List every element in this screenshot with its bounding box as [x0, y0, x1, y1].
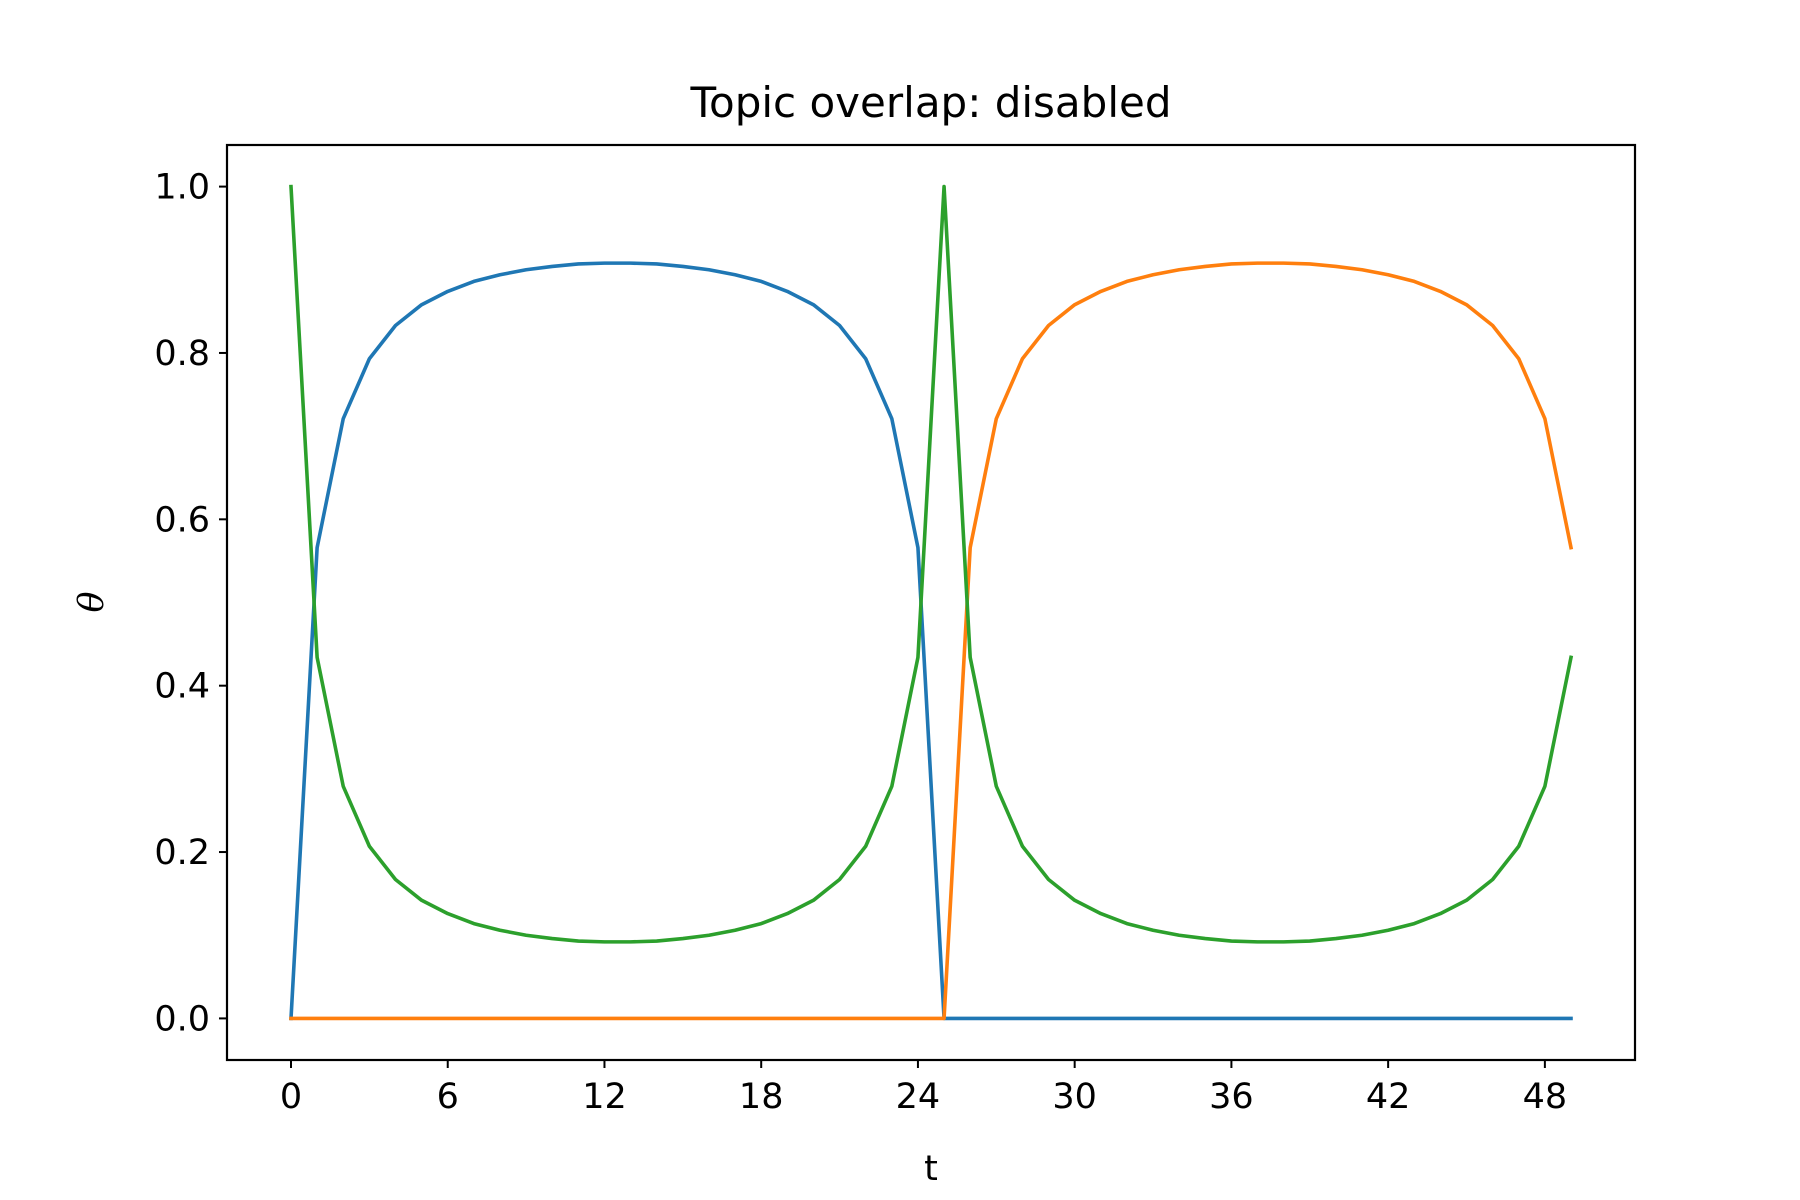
x-tick-label: 0 [280, 1077, 302, 1117]
chart-title: Topic overlap: disabled [690, 78, 1172, 127]
x-tick-label: 6 [437, 1077, 459, 1117]
x-tick-label: 12 [582, 1077, 627, 1117]
series-line-2 [289, 184, 1574, 944]
y-tick-label: 1.0 [154, 168, 210, 208]
x-tick-label: 24 [896, 1077, 941, 1117]
series-line-1 [289, 261, 1574, 1021]
x-tick-label: 18 [739, 1077, 784, 1117]
y-tick-label: 0.2 [154, 833, 210, 873]
x-tick-label: 30 [1052, 1077, 1097, 1117]
y-tick-label: 0.8 [154, 334, 210, 374]
y-tick-label: 0.0 [154, 999, 210, 1039]
series-line-0 [289, 261, 1573, 1021]
x-tick-label: 48 [1523, 1077, 1568, 1117]
x-axis-label: t [924, 1149, 938, 1189]
x-tick-label: 36 [1209, 1077, 1254, 1117]
axes-layer: 0 6 12 18 24 30 36 42 48 0.0 0.2 0.4 0.6 0.8 1.0 [154, 168, 1567, 1117]
y-axis-label: θ [72, 591, 112, 612]
series-layer [289, 184, 1574, 1021]
x-tick-label: 42 [1366, 1077, 1411, 1117]
y-tick-label: 0.6 [154, 500, 210, 540]
plot-frame [225, 143, 1637, 1062]
y-tick-label: 0.4 [154, 667, 210, 707]
